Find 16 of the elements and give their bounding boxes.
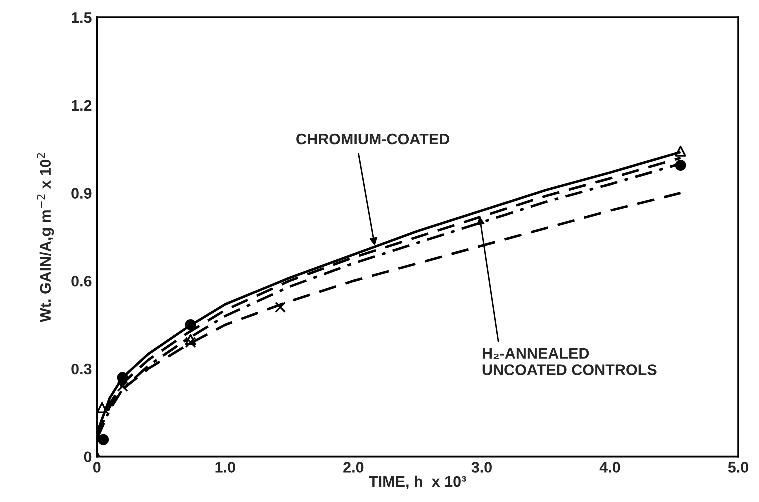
annotation: H₂-ANNEALED UNCOATED CONTROLS xyxy=(482,348,657,376)
y-tick-label: 0.9 xyxy=(72,188,92,199)
x-axis-title: TIME, h x 10³ xyxy=(369,476,466,490)
y-axis-title: Wt. GAIN/A,g m$^{−2}$ x 10$^{2}$ xyxy=(37,153,54,323)
annotation: CHROMIUM-COATED xyxy=(296,134,450,145)
y-tick-label: 1.5 xyxy=(72,12,92,24)
y-tick-label: 0 xyxy=(84,452,92,463)
y-tick-label: 0.3 xyxy=(72,364,92,375)
x-tick-label: 4.0 xyxy=(600,462,620,473)
y-tick-label: 1.2 xyxy=(72,100,92,111)
x-tick-label: 0 xyxy=(94,462,101,473)
y-tick-label: 0.6 xyxy=(72,276,92,287)
x-tick-label: 1.0 xyxy=(216,462,236,473)
x-tick-label: 5.0 xyxy=(728,462,748,473)
x-tick-label: 2.0 xyxy=(344,462,364,473)
x-tick-label: 3.0 xyxy=(472,462,492,473)
